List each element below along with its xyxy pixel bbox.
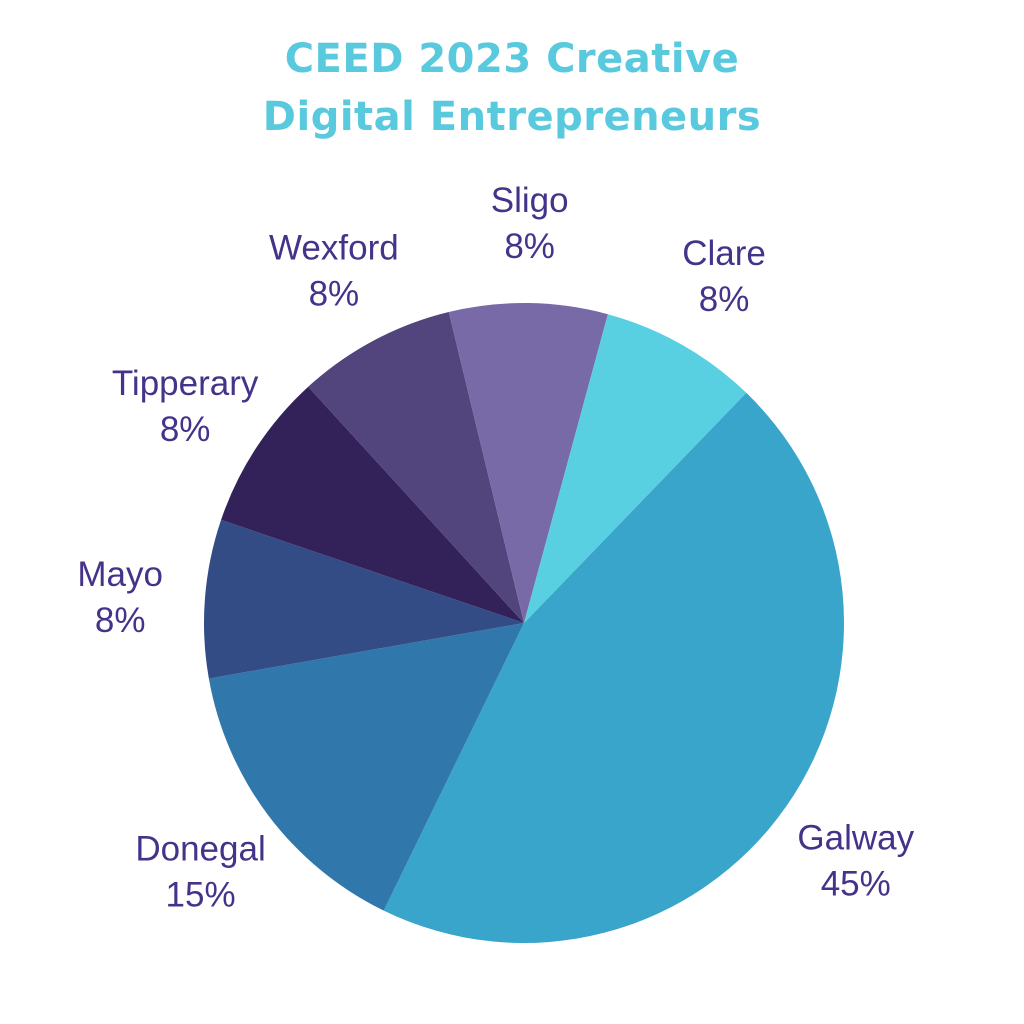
pie-label-galway: Galway 45% bbox=[797, 818, 914, 903]
pie-label-name: Mayo bbox=[77, 555, 163, 594]
pie-label-percent: 8% bbox=[309, 274, 360, 313]
pie-labels: Galway 45%Donegal 15%Mayo 8%Tipperary 8%Wexf… bbox=[77, 181, 914, 915]
pie-label-percent: 8% bbox=[699, 280, 750, 319]
pie-label-name: Wexford bbox=[269, 228, 399, 267]
pie-slice-tipperary bbox=[221, 386, 524, 623]
pie-label-name: Tipperary bbox=[112, 364, 259, 403]
pie-label-percent: 15% bbox=[166, 876, 236, 915]
pie-label-wexford: Wexford 8% bbox=[269, 228, 399, 313]
pie-label-tipperary: Tipperary 8% bbox=[112, 364, 259, 449]
pie-label-mayo: Mayo 8% bbox=[77, 555, 163, 640]
chart-title-line-1: CEED 2023 Creative bbox=[284, 36, 740, 82]
pie-slice-donegal bbox=[208, 623, 525, 911]
pie-label-clare: Clare 8% bbox=[682, 234, 766, 319]
chart-title-line-2: Digital Entrepreneurs bbox=[262, 94, 762, 140]
pie-slices bbox=[204, 303, 844, 943]
pie-slice-galway bbox=[383, 392, 844, 943]
pie-label-name: Donegal bbox=[135, 830, 265, 869]
pie-label-percent: 8% bbox=[95, 601, 146, 640]
pie-label-name: Clare bbox=[682, 234, 766, 273]
pie-slice-sligo bbox=[448, 303, 608, 623]
pie-label-sligo: Sligo 8% bbox=[491, 181, 569, 266]
pie-label-percent: 45% bbox=[821, 864, 891, 903]
pie-label-percent: 8% bbox=[504, 227, 555, 266]
pie-slice-clare bbox=[524, 314, 747, 623]
pie-slice-wexford bbox=[308, 311, 524, 623]
pie-slice-mayo bbox=[204, 519, 525, 679]
pie-label-donegal: Donegal 15% bbox=[135, 830, 265, 915]
pie-label-name: Sligo bbox=[491, 181, 569, 220]
pie-label-name: Galway bbox=[797, 818, 914, 857]
pie-label-percent: 8% bbox=[160, 410, 211, 449]
